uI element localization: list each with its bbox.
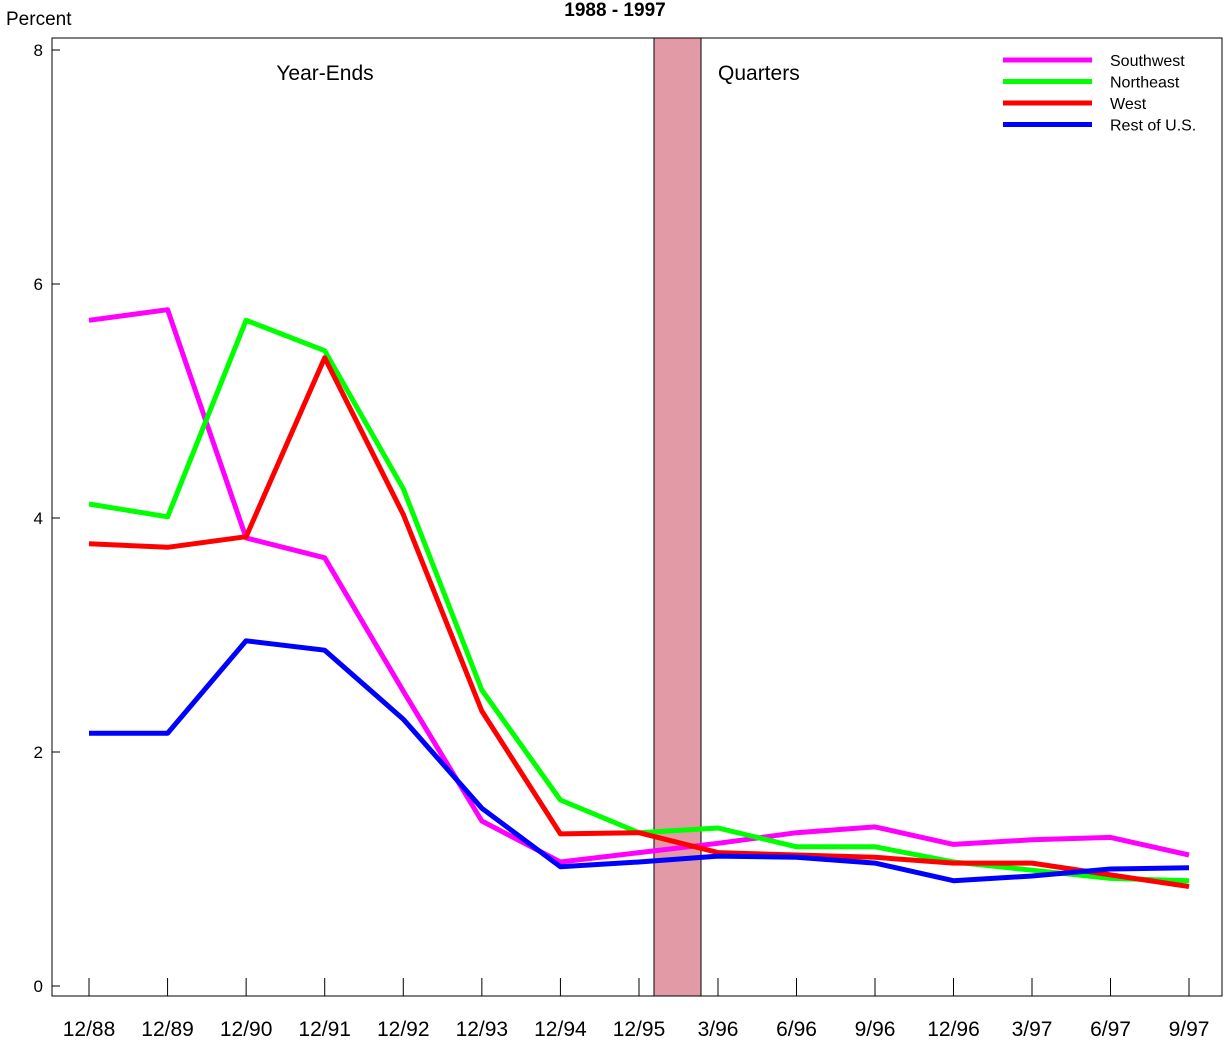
y-tick-label: 0 xyxy=(34,977,43,996)
x-tick-label: 9/97 xyxy=(1169,1018,1210,1041)
legend-label-rest-of-u-s: Rest of U.S. xyxy=(1110,118,1196,135)
x-tick-label: 12/89 xyxy=(141,1018,194,1041)
series-layer xyxy=(88,307,1190,889)
y-tick-label: 4 xyxy=(34,509,43,528)
y-axis: 0 2 4 6 8 xyxy=(34,41,60,996)
y-axis-label: Percent xyxy=(6,9,72,30)
quarters-label: Quarters xyxy=(718,62,800,85)
legend-label-west: West xyxy=(1110,96,1147,113)
y-tick-label: 8 xyxy=(34,41,43,60)
legend-label-northeast: Northeast xyxy=(1110,75,1180,92)
x-tick-label: 12/93 xyxy=(456,1018,509,1041)
year-ends-label: Year-Ends xyxy=(276,62,373,85)
legend-label-southwest: Southwest xyxy=(1110,53,1185,70)
x-tick-label: 3/97 xyxy=(1012,1018,1053,1041)
x-tick-label: 12/91 xyxy=(298,1018,351,1041)
x-tick-label: 12/95 xyxy=(613,1018,666,1041)
x-tick-label: 6/96 xyxy=(776,1018,817,1041)
legend: Southwest Northeast West Rest of U.S. xyxy=(1003,53,1196,135)
x-tick-label: 6/97 xyxy=(1090,1018,1131,1041)
series-line-rest-of-u-s xyxy=(89,638,1190,884)
plot-frame xyxy=(51,37,1223,997)
y-tick-label: 6 xyxy=(34,275,43,294)
x-tick-label: 12/90 xyxy=(220,1018,273,1041)
x-tick-label: 12/96 xyxy=(927,1018,980,1041)
chart-title: 1988 - 1997 xyxy=(564,0,665,21)
series-line-west xyxy=(88,355,1190,889)
x-tick-label: 12/88 xyxy=(63,1018,116,1041)
x-tick-label: 12/92 xyxy=(377,1018,430,1041)
series-line-northeast xyxy=(88,317,1190,884)
y-tick-label: 2 xyxy=(34,743,43,762)
x-axis: 12/88 12/89 12/90 12/91 12/92 12/93 12/94 12/95… xyxy=(63,978,1210,1041)
x-tick-label: 12/94 xyxy=(534,1018,587,1041)
x-tick-label: 3/96 xyxy=(698,1018,739,1041)
x-tick-label: 9/96 xyxy=(855,1018,896,1041)
series-line-southwest xyxy=(88,307,1190,865)
